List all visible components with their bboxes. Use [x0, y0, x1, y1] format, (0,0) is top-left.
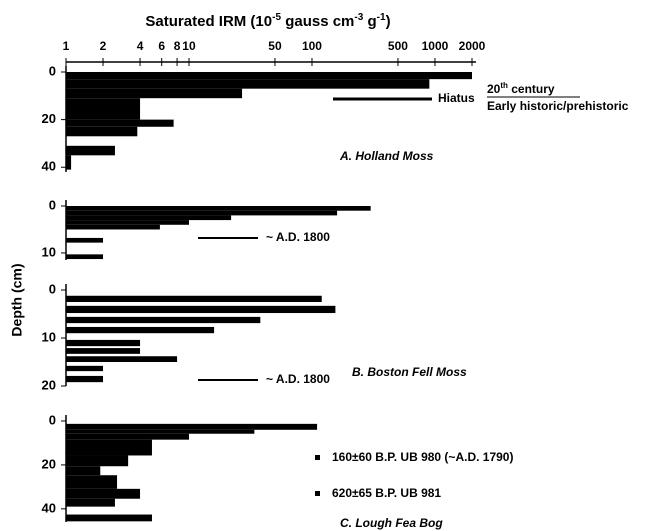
bar	[66, 326, 215, 334]
x-tick-label: 6	[158, 39, 165, 53]
bar	[66, 126, 138, 137]
bar	[66, 155, 72, 170]
annotation: 620±65 B.P. UB 981	[332, 486, 441, 500]
bar	[66, 316, 261, 324]
title-sup: -1	[377, 12, 386, 23]
bar	[66, 475, 118, 489]
title-sup: -5	[272, 12, 281, 23]
bar	[66, 254, 104, 260]
bar	[66, 145, 115, 156]
x-tick-label: 2000	[459, 39, 486, 53]
x-tick-label: 500	[388, 39, 408, 53]
x-tick-label: 1000	[422, 39, 449, 53]
bar	[66, 237, 104, 243]
annotation-sup: th	[500, 81, 508, 90]
x-tick-label: 50	[268, 39, 282, 53]
bar	[66, 498, 115, 507]
title-part: gauss cm	[281, 13, 354, 30]
x-tick-label: 100	[302, 39, 322, 53]
y-tick-label: 10	[42, 329, 56, 344]
bar	[66, 295, 322, 302]
title-part: g	[363, 13, 376, 30]
annotation: Early historic/prehistoric	[487, 99, 629, 113]
annotation: 20th century	[487, 81, 555, 96]
bar	[66, 79, 430, 89]
bar	[66, 514, 152, 522]
y-tick-label: 20	[42, 111, 56, 126]
x-tick-label: 8	[174, 39, 181, 53]
y-tick-label: 20	[42, 377, 56, 392]
bar	[66, 210, 338, 216]
bar	[66, 305, 336, 314]
y-axis-label: Depth (cm)	[9, 263, 25, 336]
y-tick-label: 0	[49, 63, 56, 78]
bar	[66, 433, 189, 440]
panel-label: C. Lough Fea Bog	[340, 516, 443, 530]
bar	[66, 375, 104, 383]
bar	[66, 429, 255, 434]
annotation: ~ A.D. 1800	[266, 372, 330, 386]
panel-label: B. Boston Fell Moss	[352, 365, 467, 379]
title-part: )	[386, 13, 391, 30]
annotation: Hiatus	[438, 91, 475, 105]
bar	[66, 488, 141, 499]
bar	[66, 455, 129, 467]
bar	[66, 98, 141, 120]
bar	[66, 215, 232, 221]
chart-title: Saturated IRM (10-5 gauss cm-3 g-1)	[145, 12, 390, 30]
x-tick-label: 4	[137, 39, 144, 53]
annotation-part: 20	[487, 82, 501, 96]
title-sup: -3	[354, 12, 363, 23]
y-tick-label: 0	[49, 197, 56, 212]
bar	[66, 119, 174, 127]
bar	[66, 206, 371, 211]
y-tick-label: 10	[42, 244, 56, 259]
title-part: Saturated IRM (10	[145, 13, 272, 30]
x-tick-label: 10	[182, 39, 196, 53]
y-tick-label: 20	[42, 456, 56, 471]
date-marker	[315, 491, 320, 496]
bar	[66, 466, 101, 476]
bar	[66, 356, 178, 362]
annotation: ~ A.D. 1800	[266, 230, 330, 244]
bar	[66, 72, 472, 80]
bar	[66, 423, 318, 430]
panel-label: A. Holland Moss	[339, 149, 434, 163]
y-tick-label: 40	[42, 500, 56, 515]
annotation: 160±60 B.P. UB 980 (~A.D. 1790)	[332, 450, 513, 464]
x-tick-label: 2	[100, 39, 107, 53]
y-tick-label: 0	[49, 412, 56, 427]
date-marker	[315, 455, 320, 460]
x-tick-label: 1	[63, 39, 70, 53]
bar	[66, 439, 152, 456]
annotation-part: century	[508, 82, 555, 96]
bar	[66, 365, 104, 372]
bar	[66, 220, 189, 225]
bar	[66, 224, 160, 230]
bar	[66, 348, 141, 354]
y-tick-label: 0	[49, 281, 56, 296]
bar	[66, 88, 243, 99]
y-tick-label: 40	[42, 159, 56, 174]
bar	[66, 339, 141, 347]
